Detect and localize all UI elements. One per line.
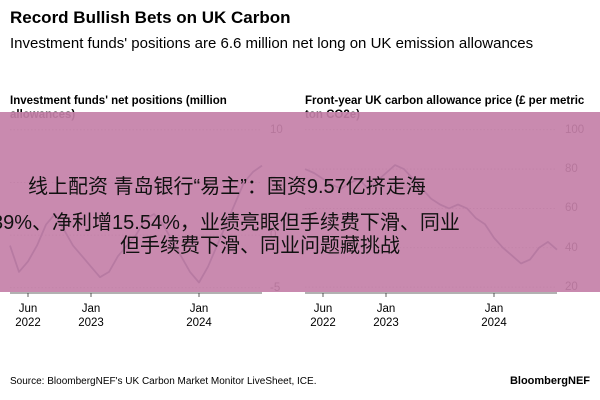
x-tick-label: Jun 2022 [310, 303, 336, 329]
x-tick-label: Jan 2023 [373, 303, 399, 329]
x-tick-label: Jan 2024 [186, 303, 212, 329]
subtitle: Investment funds' positions are 6.6 mill… [10, 35, 534, 52]
title: Record Bullish Bets on UK Carbon [10, 8, 291, 27]
x-tick-label: Jan 2024 [481, 303, 507, 329]
overlay-text: 但手续费下滑、同业问题藏挑战 [120, 235, 400, 257]
x-tick-label: Jan 2023 [78, 303, 104, 329]
source: Source: BloombergNEF's UK Carbon Market … [10, 376, 317, 387]
overlay-text: 线上配资 青岛银行“易主”：国资9.57亿挤走海 [28, 176, 426, 198]
overlay-text: 39%、净利增15.54%，业绩亮眼但手续费下滑、同业 [0, 212, 460, 234]
overlay-banner: 线上配资 青岛银行“易主”：国资9.57亿挤走海 39%、净利增15.54%，业… [0, 112, 600, 292]
x-tick-label: Jun 2022 [15, 303, 41, 329]
brand: BloombergNEF [509, 375, 590, 387]
